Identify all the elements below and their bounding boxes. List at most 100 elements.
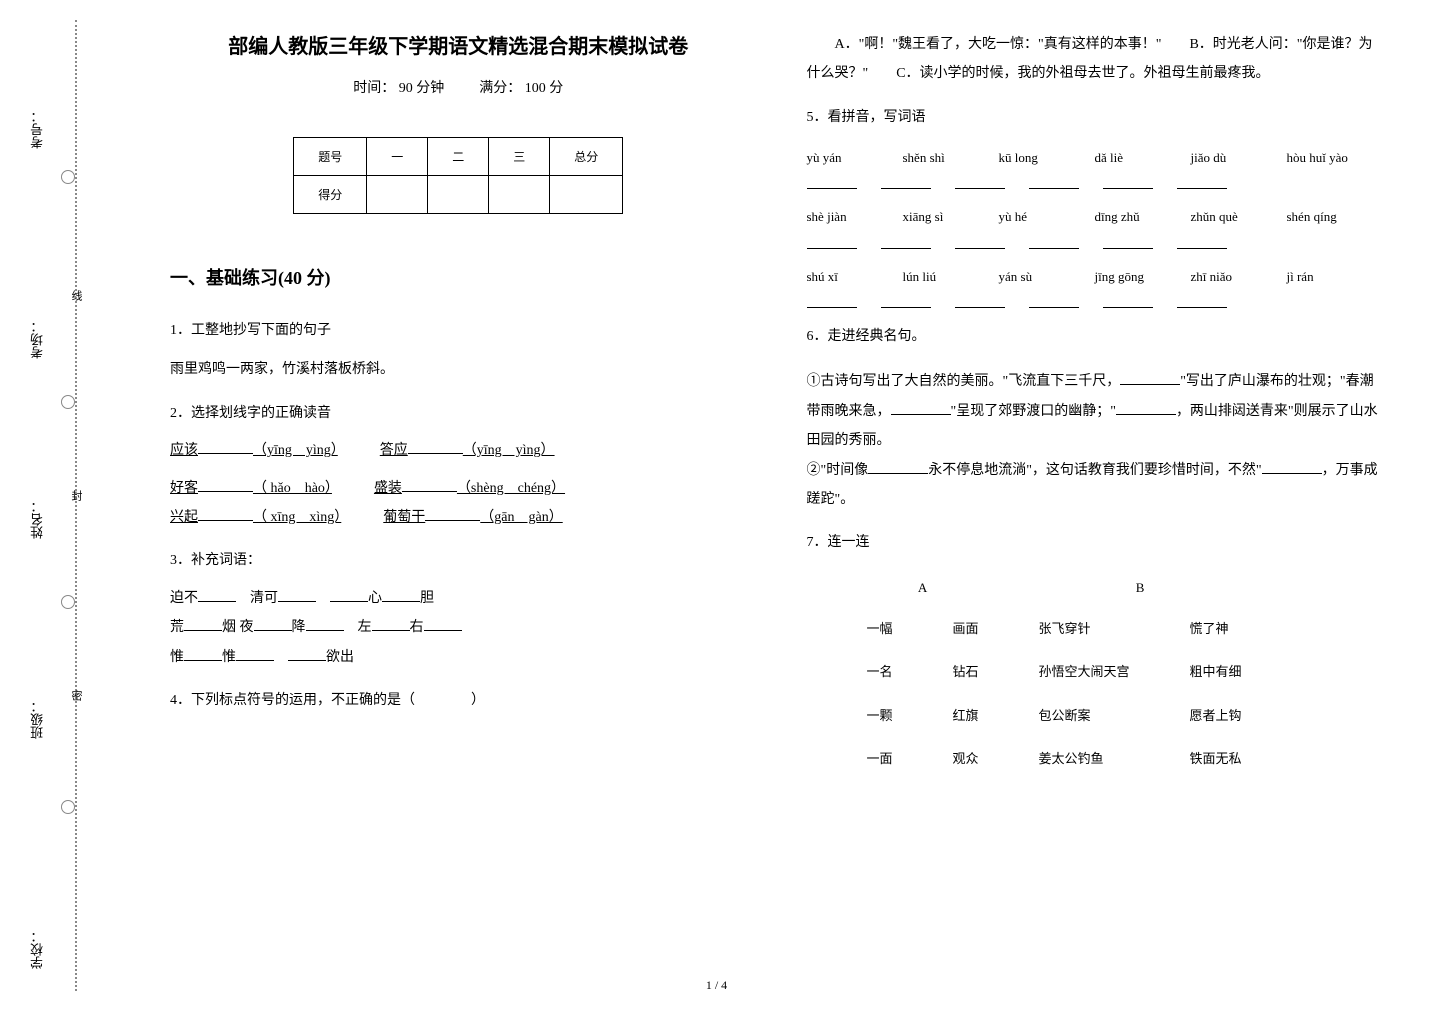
margin-label-room: 考场： [28, 320, 48, 359]
match-cell: 孙悟空大闹天宫 [1009, 650, 1160, 693]
question-5: 5．看拼音，写词语 yù yán shěn shì kū long dǎ liè… [807, 103, 1384, 308]
question-3: 3．补充词语： 迫不 清可 心胆 荒烟 夜降 左右 惟惟 欲出 [170, 546, 747, 672]
score-cell [367, 176, 428, 214]
pinyin: dǎ liè [1095, 144, 1167, 171]
q3-seg: 心 [368, 591, 382, 606]
q2-word: 葡萄干 [383, 510, 425, 525]
match-cell: 铁面无私 [1160, 737, 1272, 780]
q2-word: 兴起 [170, 510, 198, 525]
q6-p2a: ②"时间像 [807, 463, 869, 478]
left-column: 部编人教版三年级下学期语文精选混合期末模拟试卷 时间： 90 分钟 满分： 10… [170, 30, 747, 794]
q4-num: 4． [170, 693, 191, 708]
match-cell: 慌了神 [1160, 607, 1272, 650]
q2-py: （shèng chéng） [457, 481, 565, 496]
time-value: 90 分钟 [399, 81, 445, 96]
score-cell [550, 176, 623, 214]
q3-seg: 惟 [170, 650, 184, 665]
match-cell: 红旗 [923, 694, 1009, 737]
q3-seg: 右 [410, 620, 424, 635]
q3-seg: 荒 [170, 620, 184, 635]
pinyin: xiāng sì [903, 203, 975, 230]
q7-num: 7． [807, 535, 828, 550]
question-1: 1．工整地抄写下面的句子 雨里鸡鸣一两家，竹溪村落板桥斜。 [170, 316, 747, 385]
page-footer: 1 / 4 [0, 978, 1433, 993]
table-row: 一幅 画面 张飞穿针 慌了神 [837, 607, 1272, 650]
q4-text: 下列标点符号的运用，不正确的是（ ） [191, 693, 485, 708]
pinyin: shè jiàn [807, 203, 879, 230]
match-head-b: B [1009, 568, 1272, 607]
match-cell: 钻石 [923, 650, 1009, 693]
pinyin: hòu huǐ yào [1287, 144, 1359, 171]
pinyin: dīng zhǔ [1095, 203, 1167, 230]
q3-text: 补充词语： [191, 553, 261, 568]
match-cell: 姜太公钓鱼 [1009, 737, 1160, 780]
q3-seg: 清可 [236, 591, 278, 606]
pinyin: yù yán [807, 144, 879, 171]
score-cell [428, 176, 489, 214]
q6-p2b: 永不停息地流淌"，这句话教育我们要珍惜时间，不然" [928, 463, 1261, 478]
q3-seg: 左 [344, 620, 372, 635]
question-4: 4．下列标点符号的运用，不正确的是（ ） [170, 686, 747, 715]
binding-circle [61, 395, 75, 409]
q4-optA: A．"啊！"魏王看了，大吃一惊："真有这样的本事！" B．时光老人问："你是谁？… [807, 37, 1373, 81]
match-cell: 张飞穿针 [1009, 607, 1160, 650]
pinyin: zhī niǎo [1191, 263, 1263, 290]
exam-meta: 时间： 90 分钟 满分： 100 分 [170, 77, 747, 97]
q3-seg: 烟 夜 [222, 620, 254, 635]
q2-py: （gān gàn） [480, 510, 562, 525]
score-th: 二 [428, 138, 489, 176]
pinyin: yán sù [999, 263, 1071, 290]
table-row: 一颗 红旗 包公断案 愿者上钩 [837, 694, 1272, 737]
q2-num: 2． [170, 406, 191, 421]
q2-word: 应该 [170, 443, 198, 458]
q3-seg: 迫不 [170, 591, 198, 606]
q3-seg [274, 650, 288, 665]
pinyin: shěn shì [903, 144, 975, 171]
q1-num: 1． [170, 323, 191, 338]
q6-p1a: ①古诗句写出了大自然的美丽。"飞流直下三千尺， [807, 374, 1121, 389]
match-cell: 一幅 [837, 607, 923, 650]
q6-p1c: "呈现了郊野渡口的幽静；" [951, 404, 1116, 419]
q3-seg: 胆 [420, 591, 434, 606]
question-2: 2．选择划线字的正确读音 应该（yīng yìng） 答应（yīng yìng）… [170, 399, 747, 533]
q2-py: （ hǎo hào） [253, 481, 332, 496]
time-label: 时间： [353, 81, 395, 96]
q6-text: 走进经典名句。 [828, 329, 926, 344]
section-1-heading: 一、基础练习(40 分) [170, 264, 747, 290]
match-cell: 粗中有细 [1160, 650, 1272, 693]
question-6: 6．走进经典名句。 ①古诗句写出了大自然的美丽。"飞流直下三千尺，"写出了庐山瀑… [807, 322, 1384, 514]
right-column: A．"啊！"魏王看了，大吃一惊："真有这样的本事！" B．时光老人问："你是谁？… [807, 30, 1384, 794]
q5-num: 5． [807, 110, 828, 125]
full-label: 满分： [479, 81, 521, 96]
pinyin: kū long [999, 144, 1071, 171]
pinyin: jì rán [1287, 263, 1359, 290]
q4-options: A．"啊！"魏王看了，大吃一惊："真有这样的本事！" B．时光老人问："你是谁？… [807, 30, 1384, 89]
q2-word: 好客 [170, 481, 198, 496]
margin-cutmark-xian: 线 [68, 290, 84, 307]
pinyin: jiǎo dù [1191, 144, 1263, 171]
pinyin: shén qíng [1287, 203, 1359, 230]
margin-label-name: 姓名： [28, 500, 48, 539]
match-cell: 观众 [923, 737, 1009, 780]
question-7: 7．连一连 A B 一幅 画面 张飞穿针 慌了神 一名 钻石 孙悟空大闹天宫 粗… [807, 528, 1384, 780]
score-row-label: 得分 [294, 176, 367, 214]
binding-circle [61, 595, 75, 609]
q5-text: 看拼音，写词语 [828, 110, 926, 125]
pinyin: yù hé [999, 203, 1071, 230]
binding-circle [61, 170, 75, 184]
score-th: 总分 [550, 138, 623, 176]
q3-num: 3． [170, 553, 191, 568]
q6-num: 6． [807, 329, 828, 344]
match-cell: 画面 [923, 607, 1009, 650]
binding-circle [61, 800, 75, 814]
match-cell: 包公断案 [1009, 694, 1160, 737]
pinyin: zhǔn què [1191, 203, 1263, 230]
table-row: 一名 钻石 孙悟空大闹天宫 粗中有细 [837, 650, 1272, 693]
pinyin: jīng gōng [1095, 263, 1167, 290]
q2-word: 盛装 [374, 481, 402, 496]
margin-label-school: 学校： [28, 930, 48, 969]
pinyin: shú xī [807, 263, 879, 290]
full-value: 100 分 [525, 81, 564, 96]
q3-seg: 欲出 [326, 650, 354, 665]
q3-seg: 降 [292, 620, 306, 635]
